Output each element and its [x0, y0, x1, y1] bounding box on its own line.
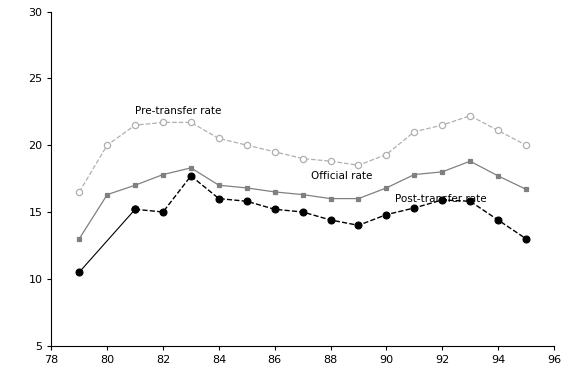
Text: Pre-transfer rate: Pre-transfer rate [135, 106, 222, 116]
Text: Post-transfer rate: Post-transfer rate [395, 194, 486, 204]
Text: Official rate: Official rate [311, 171, 372, 181]
